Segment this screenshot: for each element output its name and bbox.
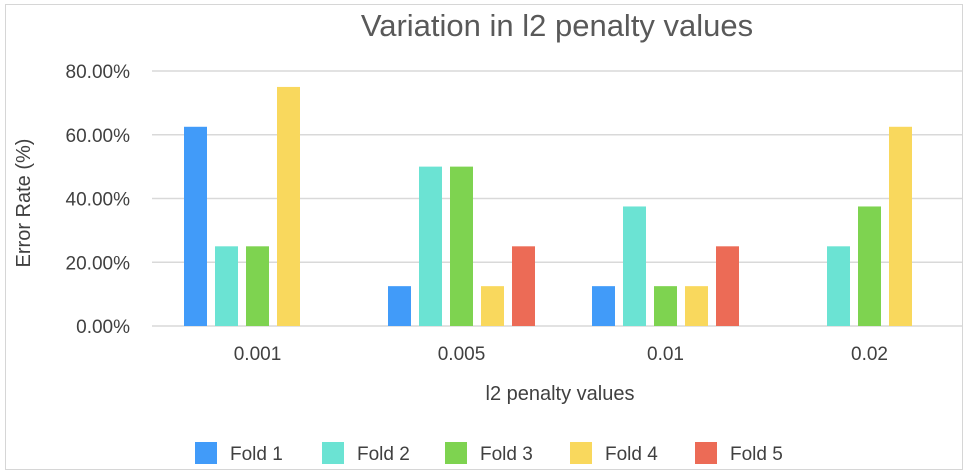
bar-fold-3-0.01 — [654, 286, 677, 326]
legend-swatch — [195, 442, 217, 464]
y-axis-title: Error Rate (%) — [13, 139, 35, 268]
bar-fold-1-0.001 — [184, 126, 207, 326]
bar-fold-2-0.02 — [827, 246, 850, 326]
bar-fold-2-0.001 — [215, 246, 238, 326]
y-tick-label: 40.00% — [66, 190, 131, 211]
x-tick-label: 0.001 — [234, 344, 282, 365]
bar-fold-2-0.01 — [623, 206, 646, 326]
bar-fold-2-0.005 — [419, 166, 442, 326]
bar-fold-4-0.001 — [277, 86, 300, 326]
legend-swatch — [322, 442, 344, 464]
legend-swatch — [570, 442, 592, 464]
y-axis-ticks: 0.00% 20.00% 40.00% 60.00% 80.00% — [66, 62, 131, 338]
legend-swatch — [695, 442, 717, 464]
bar-fold-3-0.005 — [450, 166, 473, 326]
legend-label: Fold 3 — [480, 444, 533, 465]
legend-swatch — [445, 442, 467, 464]
bar-fold-4-0.005 — [481, 286, 504, 326]
bar-fold-1-0.005 — [388, 286, 411, 326]
y-tick-label: 0.00% — [76, 317, 130, 338]
bars — [184, 86, 912, 326]
y-tick-label: 80.00% — [66, 62, 131, 83]
x-tick-label: 0.01 — [647, 344, 684, 365]
legend-label: Fold 2 — [357, 444, 410, 465]
x-tick-label: 0.005 — [438, 344, 486, 365]
x-axis-title: l2 penalty values — [486, 383, 635, 405]
chart-frame — [5, 4, 963, 470]
bar-fold-4-0.01 — [685, 286, 708, 326]
legend-label: Fold 4 — [605, 444, 658, 465]
y-tick-label: 60.00% — [66, 126, 131, 147]
y-tick-label: 20.00% — [66, 253, 131, 274]
legend-label: Fold 1 — [230, 444, 283, 465]
bar-fold-1-0.01 — [592, 286, 615, 326]
bar-fold-3-0.001 — [246, 246, 269, 326]
bar-fold-3-0.02 — [858, 206, 881, 326]
chart-title: Variation in l2 penalty values — [361, 8, 753, 43]
legend: Fold 1 Fold 2 Fold 3 Fold 4 Fold 5 — [195, 442, 783, 465]
legend-label: Fold 5 — [730, 444, 783, 465]
x-tick-label: 0.02 — [851, 344, 888, 365]
bar-fold-5-0.01 — [716, 246, 739, 326]
bar-fold-5-0.005 — [512, 246, 535, 326]
x-axis-ticks: 0.001 0.005 0.01 0.02 — [234, 344, 888, 365]
bar-fold-4-0.02 — [889, 126, 912, 326]
